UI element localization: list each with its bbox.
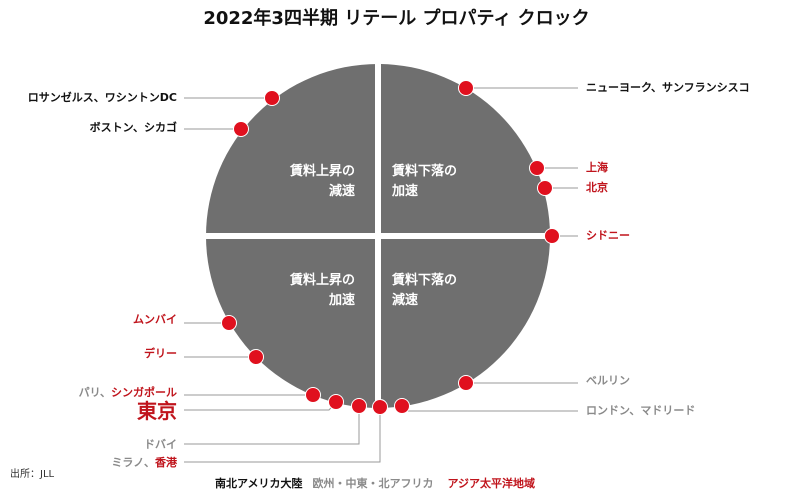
quadrant-bottom-right-line2: 減速 (392, 293, 419, 308)
city-label-shanghai: 上海 (586, 161, 608, 174)
legend-emea: 欧州・中東・北アフリカ (312, 477, 434, 490)
dot-beijing (537, 180, 553, 196)
quadrant-bottom-left-line2: 加速 (329, 293, 356, 308)
quadrant-top-left-line2: 減速 (329, 184, 356, 199)
city-label-berlin: ベルリン (586, 374, 630, 387)
city-label-sydney: シドニー (586, 229, 630, 242)
dot-sydney (544, 228, 560, 244)
dot-paris-singapore (305, 387, 321, 403)
legend-americas: 南北アメリカ大陸 (215, 477, 303, 490)
dot-boston-chicago (233, 121, 249, 137)
quadrant-top-right: 賃料下落の 加速 (392, 162, 457, 202)
leader-line-london-madrid (401, 406, 578, 412)
source-note: 出所：JLL (10, 469, 55, 480)
legend-apac: アジア太平洋地域 (447, 477, 536, 490)
leader-line-tokyo (184, 401, 337, 411)
city-label-beijing: 北京 (586, 181, 608, 194)
city-label-mumbai: ムンバイ (133, 313, 177, 326)
city-label-milan-hong-kong: ミラノ、香港 (111, 457, 177, 468)
city-label-hong-kong: 香港 (155, 456, 177, 469)
dot-new-york-san-francisco (458, 80, 474, 96)
city-label-paris: パリ、 (78, 386, 111, 399)
city-label-delhi: デリー (144, 347, 177, 360)
city-label-tokyo: 東京 (137, 399, 177, 423)
dot-delhi (248, 349, 264, 365)
quadrant-top-right-line2: 加速 (392, 184, 419, 199)
quadrant-bottom-left: 賃料上昇の 加速 (290, 271, 355, 311)
city-dots (221, 80, 560, 415)
dot-shanghai (529, 160, 545, 176)
chart-title: 2022年3四半期 リテール プロパティ クロック (203, 8, 590, 29)
dot-mumbai (221, 315, 237, 331)
city-label-london-madrid: ロンドン、マドリード (586, 404, 696, 417)
clock-divider-horizontal (202, 233, 554, 239)
region-legend: 南北アメリカ大陸 欧州・中東・北アフリカ アジア太平洋地域 (215, 478, 535, 489)
leader-line-dubai (184, 406, 360, 445)
city-label-milan: ミラノ、 (111, 456, 155, 469)
dot-los-angeles-washington (264, 90, 280, 106)
quadrant-bottom-right-line1: 賃料下落の (392, 273, 458, 288)
dot-milan-hong-kong (372, 399, 388, 415)
city-label-boston-chicago: ボストン、シカゴ (89, 121, 177, 134)
leader-line-milan-hong-kong (184, 407, 381, 463)
city-label-dubai: ドバイ (144, 438, 177, 451)
quadrant-bottom-left-line1: 賃料上昇の (290, 273, 356, 288)
dot-berlin (458, 375, 474, 391)
city-label-paris-singapore: パリ、シンガポール (79, 387, 177, 398)
city-label-singapore: シンガポール (111, 386, 177, 399)
city-label-new-york-san-francisco: ニューヨーク、サンフランシスコ (586, 81, 750, 94)
dot-dubai (351, 398, 367, 414)
city-label-los-angeles-washington: ロサンゼルス、ワシントンDC (27, 91, 177, 104)
quadrant-top-left: 賃料上昇の 減速 (290, 162, 355, 202)
quadrant-top-left-line1: 賃料上昇の (290, 164, 356, 179)
quadrant-bottom-right: 賃料下落の 減速 (392, 271, 457, 311)
dot-london-madrid (394, 398, 410, 414)
dot-tokyo (328, 394, 344, 410)
quadrant-top-right-line1: 賃料下落の (392, 164, 458, 179)
